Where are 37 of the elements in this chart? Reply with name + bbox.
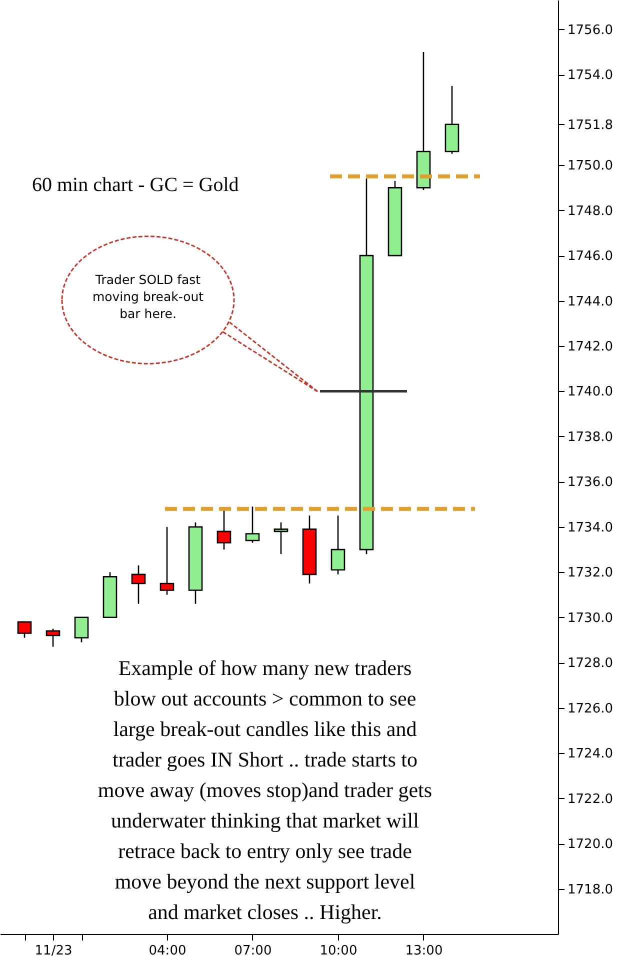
candlestick — [46, 628, 60, 648]
candlestick — [131, 564, 146, 604]
y-tick-label: 1742.0 — [568, 340, 613, 355]
x-tick-label: 13:00 — [405, 944, 443, 958]
y-tick-label: 1726.0 — [568, 701, 613, 716]
candlestick — [274, 522, 288, 555]
y-tick-label: 1732.0 — [568, 566, 613, 581]
y-tick-label: 1730.0 — [568, 610, 613, 626]
candlestick — [17, 621, 32, 638]
y-tick-label: 1751.8 — [568, 118, 613, 133]
y-tick-label: 1738.0 — [568, 430, 613, 445]
x-tick-label: 11/23 — [34, 944, 72, 958]
y-tick-label: 1754.0 — [568, 68, 613, 84]
y-tick-label: 1734.0 — [568, 520, 613, 536]
y-tick-label: 1756.0 — [568, 22, 613, 38]
candlestick — [245, 506, 260, 544]
y-tick-label: 1720.0 — [568, 837, 613, 852]
candlestick — [330, 514, 346, 576]
y-tick-label: 1736.0 — [568, 475, 613, 490]
y-tick-label: 1746.0 — [568, 249, 613, 264]
annotation: Trader SOLD fast moving break-out bar here. — [92, 272, 204, 321]
x-tick-label: 10:00 — [320, 944, 358, 958]
y-tick-label: 1750.0 — [568, 158, 613, 174]
y-tick-label: 1722.0 — [568, 792, 613, 807]
y-tick-label: 1724.0 — [568, 746, 613, 762]
y-tick-label: 1744.0 — [568, 294, 613, 310]
y-tick-label: 1728.0 — [568, 656, 613, 672]
y-tick-label: 1740.0 — [568, 384, 613, 400]
text: 60 min chart - GC = Gold — [32, 174, 239, 196]
x-tick-label: 04:00 — [148, 944, 186, 958]
x-tick-label: 07:00 — [234, 944, 272, 958]
y-tick-label: 1718.0 — [568, 882, 613, 898]
text: Example of how many new traders blow out accounts > common to see large break-out candles like this and trader goes IN Short .. trade starts to move away (moves stop)and trader gets underwater thinking that market will retrace back to entry only see trade move beyond the next support level and market closes .. Higher. — [98, 656, 432, 924]
candlestick — [216, 508, 232, 550]
y-tick-label: 1748.0 — [568, 204, 613, 219]
candlestick — [74, 616, 89, 643]
candlestick — [160, 526, 174, 596]
